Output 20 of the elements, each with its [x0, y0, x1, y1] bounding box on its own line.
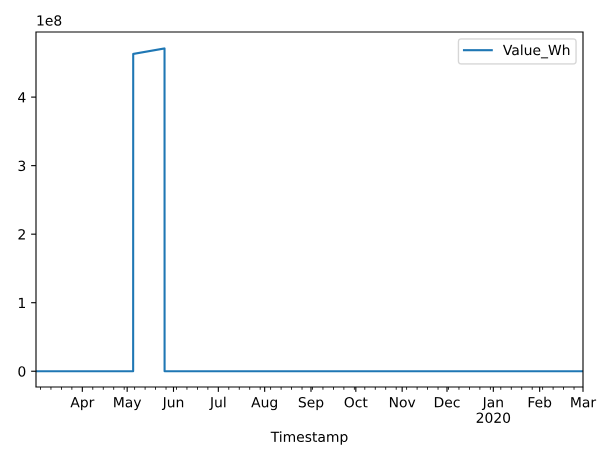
y-tick-label: 4: [18, 92, 26, 102]
x-tick-label: Aug: [251, 397, 277, 410]
y-tick-label: 1: [18, 298, 25, 308]
legend-label: Value_Wh: [502, 44, 570, 58]
x-tick-label: Dec: [434, 397, 460, 408]
x-axis-title: Timestamp: [270, 431, 348, 445]
x-tick-label: Sep: [298, 396, 324, 410]
y-tick-label: 2: [18, 229, 25, 240]
x-tick-label: Jun: [162, 397, 184, 410]
x-tick-label: Oct: [344, 396, 368, 408]
x-tick-label: May: [114, 397, 142, 410]
x-tick-label: Mar: [571, 397, 596, 408]
y-tick-label: 0: [18, 366, 26, 377]
x-tick-label: Apr: [70, 397, 94, 410]
y-tick-label: 3: [18, 160, 26, 172]
x-tick-label: Jan 2020: [476, 397, 510, 424]
text: 1e8: [38, 15, 62, 26]
x-tick-label: Jul: [209, 396, 226, 410]
x-tick-label: Feb: [528, 396, 552, 408]
x-tick-label: Nov: [390, 397, 416, 408]
